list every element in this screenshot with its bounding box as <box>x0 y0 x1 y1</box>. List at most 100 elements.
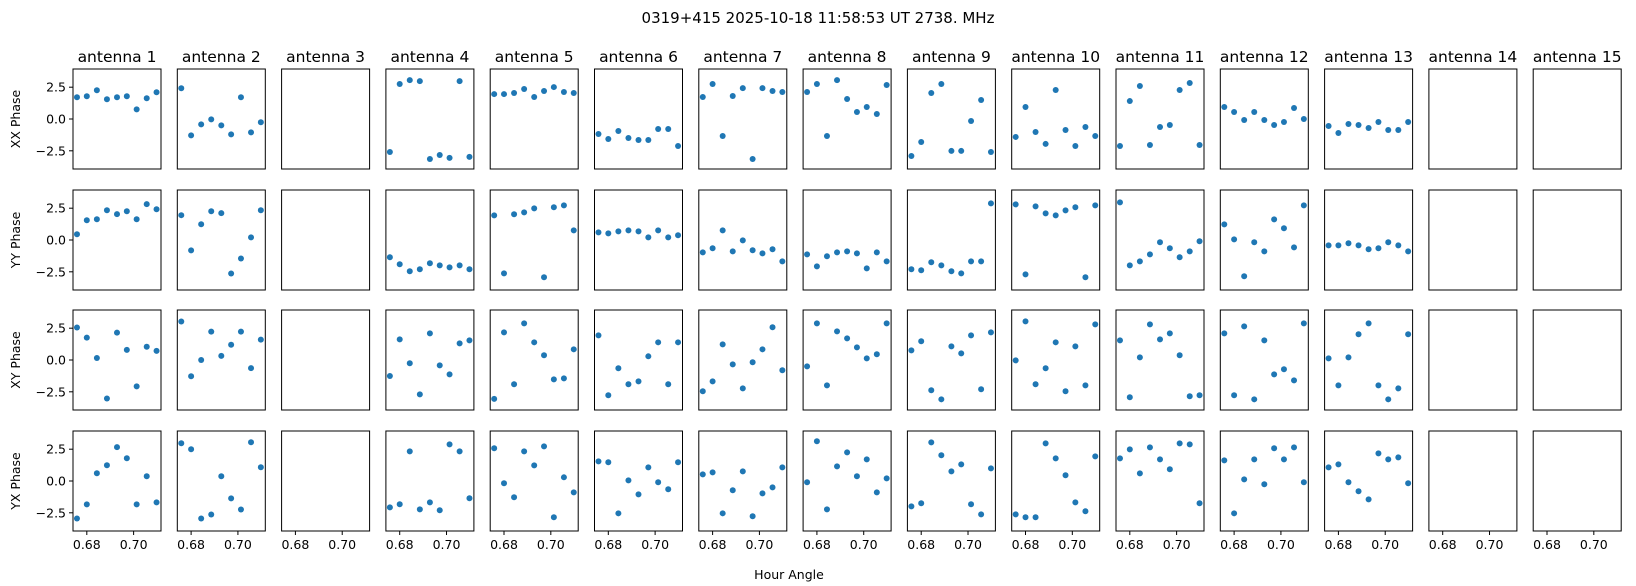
data-point <box>1126 262 1133 269</box>
data-point <box>987 329 994 336</box>
data-point <box>1072 499 1079 506</box>
data-point <box>615 228 622 235</box>
data-point <box>769 324 776 331</box>
axes-frame <box>1428 430 1518 532</box>
data-point <box>426 499 433 506</box>
axes-frame <box>802 189 892 291</box>
data-point <box>873 111 880 118</box>
data-point <box>1186 79 1193 86</box>
y-tick-label: 0.0 <box>46 112 66 127</box>
data-point <box>1385 456 1392 463</box>
data-point <box>729 361 736 368</box>
data-point <box>143 95 150 102</box>
x-tick-label: 0.68 <box>490 537 518 552</box>
data-point <box>883 475 890 482</box>
data-point <box>928 387 935 394</box>
data-point <box>769 246 776 253</box>
axes-frame <box>1219 189 1309 291</box>
data-point <box>665 234 672 241</box>
data-point <box>749 513 756 520</box>
data-point <box>1196 141 1203 148</box>
data-point <box>208 328 215 335</box>
data-point <box>550 84 557 91</box>
data-point <box>93 216 100 223</box>
data-point <box>466 495 473 502</box>
data-point <box>883 258 890 265</box>
data-point <box>908 153 915 160</box>
data-point <box>804 89 811 96</box>
data-point <box>699 388 706 395</box>
data-point <box>1146 141 1153 148</box>
data-point <box>531 205 538 212</box>
x-tick-label: 0.70 <box>1580 537 1608 552</box>
x-tick-label: 0.70 <box>1476 537 1504 552</box>
data-point <box>1012 511 1019 518</box>
panel-title: antenna 4 <box>390 48 469 66</box>
data-point <box>1355 242 1362 249</box>
axes-frame <box>1011 68 1101 170</box>
data-point <box>511 494 518 501</box>
axes-frame <box>1532 309 1622 411</box>
data-point <box>1146 321 1153 328</box>
data-point <box>779 367 786 374</box>
data-point <box>948 468 955 475</box>
data-point <box>521 448 528 455</box>
data-point <box>237 255 244 262</box>
x-tick-label: 0.68 <box>1012 537 1040 552</box>
data-point <box>550 376 557 383</box>
data-point <box>198 121 205 128</box>
data-point <box>1116 455 1123 462</box>
data-point <box>560 375 567 382</box>
data-point <box>918 500 925 507</box>
data-point <box>83 501 90 508</box>
data-point <box>1355 331 1362 338</box>
x-tick-label: 0.70 <box>850 537 878 552</box>
data-point <box>436 362 443 369</box>
x-tick-label: 0.68 <box>1533 537 1561 552</box>
axes-frame <box>1428 68 1518 170</box>
data-point <box>93 354 100 361</box>
data-point <box>436 262 443 269</box>
data-point <box>1196 392 1203 399</box>
data-point <box>436 507 443 514</box>
x-tick-label: 0.70 <box>1371 537 1399 552</box>
data-point <box>1231 109 1238 116</box>
data-point <box>123 93 130 100</box>
data-point <box>103 207 110 214</box>
data-point <box>208 208 215 215</box>
data-point <box>248 234 255 241</box>
data-point <box>595 332 602 339</box>
data-point <box>386 148 393 155</box>
axes-frame <box>1115 189 1205 291</box>
data-point <box>1157 124 1163 131</box>
data-point <box>73 515 80 522</box>
data-point <box>1022 318 1029 325</box>
data-point <box>511 211 518 218</box>
data-point <box>958 147 965 154</box>
data-point <box>133 501 140 508</box>
data-point <box>1365 320 1372 327</box>
data-point <box>198 515 205 522</box>
data-point <box>501 91 508 98</box>
data-point <box>153 347 160 354</box>
data-point <box>466 153 473 160</box>
data-point <box>645 136 652 143</box>
data-point <box>928 90 935 97</box>
data-point <box>178 212 185 219</box>
data-point <box>416 391 423 398</box>
data-point <box>1261 337 1268 344</box>
axes-frame <box>385 309 475 411</box>
data-point <box>719 133 726 140</box>
data-point <box>426 330 433 337</box>
data-point <box>928 259 935 266</box>
data-point <box>93 87 100 94</box>
axes-frame <box>906 189 996 291</box>
data-point <box>1157 239 1163 246</box>
data-point <box>1241 323 1248 330</box>
axes-frame <box>1532 430 1622 532</box>
data-point <box>615 127 622 134</box>
data-point <box>114 444 120 451</box>
data-point <box>1042 440 1049 447</box>
data-point <box>550 204 557 211</box>
data-point <box>739 85 746 92</box>
